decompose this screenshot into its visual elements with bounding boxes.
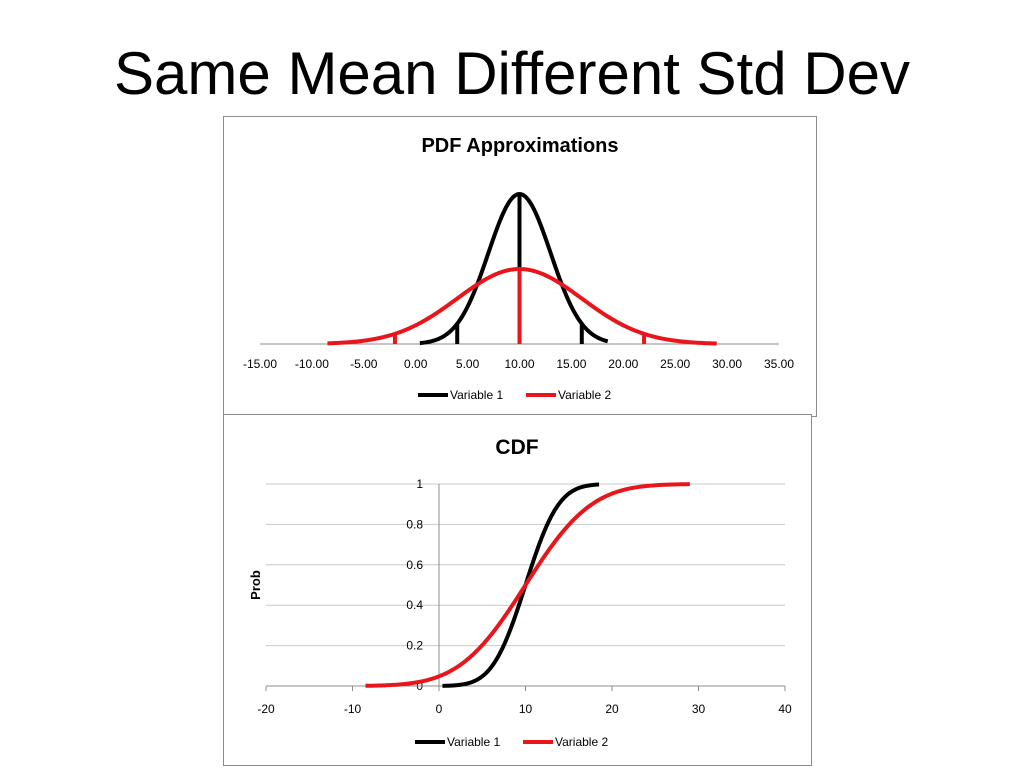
pdf-series-line-1 xyxy=(418,192,609,346)
slide-title: Same Mean Different Std Dev xyxy=(114,40,910,107)
cdf-y-tick-label: 0.8 xyxy=(406,517,423,531)
cdf-y-tick-label: 0.2 xyxy=(406,639,423,653)
pdf-series-line-2 xyxy=(327,267,717,346)
cdf-x-tick-label: -10 xyxy=(344,702,362,716)
pdf-x-tick-label: -15.00 xyxy=(243,357,277,371)
cdf-y-tick-label: 0.4 xyxy=(406,598,423,612)
cdf-chart: CDF 0 0.2 0.4 0.6 0.8 1 -20 -10 0 10 20 30 40 Prob Var… xyxy=(223,414,812,766)
pdf-chart-svg: PDF Approximations -15.00 -10.00 -5.00 0.00… xyxy=(243,135,794,402)
cdf-legend-label-2: Variable 2 xyxy=(555,735,608,749)
cdf-y-axis-label: Prob xyxy=(248,570,263,600)
pdf-x-tick-label: -5.00 xyxy=(350,357,378,371)
cdf-legend-label-1: Variable 1 xyxy=(447,735,500,749)
pdf-x-tick-label: 25.00 xyxy=(660,357,690,371)
pdf-legend-label-2: Variable 2 xyxy=(558,388,611,402)
cdf-x-tick-label: 30 xyxy=(692,702,706,716)
pdf-x-tick-label: 35.00 xyxy=(764,357,794,371)
pdf-x-tick-label: 5.00 xyxy=(456,357,480,371)
cdf-y-tick-label: 1 xyxy=(416,477,423,491)
cdf-y-tick-label: 0.6 xyxy=(406,558,423,572)
pdf-x-tick-label: -10.00 xyxy=(295,357,329,371)
pdf-legend-label-1: Variable 1 xyxy=(450,388,503,402)
cdf-x-tick-label: 10 xyxy=(519,702,533,716)
pdf-x-tick-label: 10.00 xyxy=(504,357,534,371)
cdf-series-line-1 xyxy=(441,482,601,688)
cdf-chart-title: CDF xyxy=(495,436,538,459)
pdf-x-tick-label: 30.00 xyxy=(712,357,742,371)
cdf-chart-svg: CDF 00.20.40.60.81-20 -10 0 10 20 30 40ProbVar… xyxy=(248,436,792,749)
cdf-x-tick-label: -20 xyxy=(257,702,275,716)
pdf-x-tick-label: 20.00 xyxy=(608,357,638,371)
cdf-x-tick-label: 40 xyxy=(778,702,792,716)
cdf-x-tick-label: 20 xyxy=(605,702,619,716)
pdf-chart-title: PDF Approximations xyxy=(421,135,618,157)
pdf-x-tick-label: 15.00 xyxy=(556,357,586,371)
pdf-chart: PDF Approximations -15.00 -10.00 -5.00 0.00… xyxy=(223,116,817,417)
pdf-x-tick-label: 0.00 xyxy=(404,357,428,371)
cdf-x-tick-label: 0 xyxy=(436,702,443,716)
cdf-series-line-2 xyxy=(365,482,691,688)
